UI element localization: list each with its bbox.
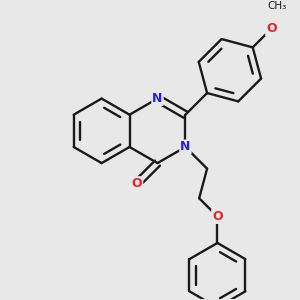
Text: N: N — [180, 140, 190, 154]
Text: O: O — [132, 177, 142, 190]
Text: O: O — [266, 22, 277, 35]
Text: CH₃: CH₃ — [267, 1, 286, 10]
Text: N: N — [152, 92, 163, 105]
Text: O: O — [212, 210, 223, 223]
